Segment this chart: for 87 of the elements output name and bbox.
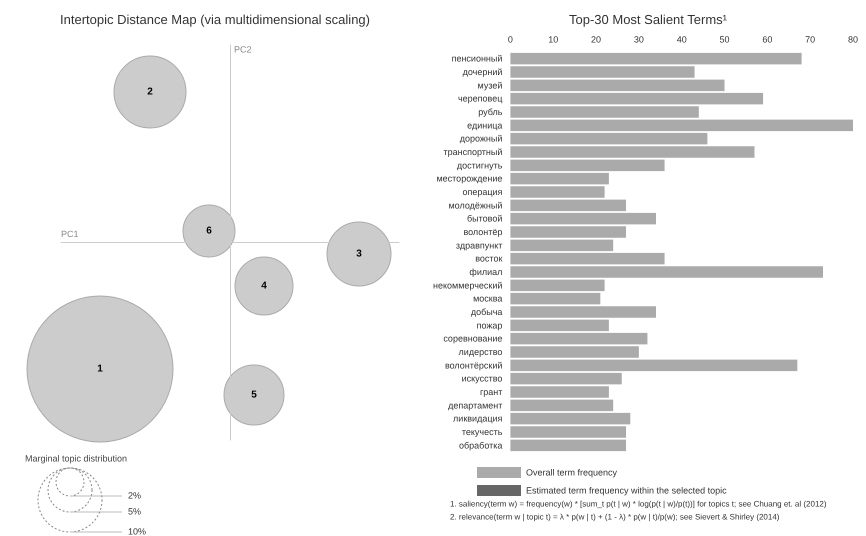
chart-title: Top-30 Most Salient Terms¹	[569, 12, 728, 27]
text: 1	[97, 364, 104, 374]
text: 5	[251, 390, 258, 400]
y-tick-label: филиал	[469, 267, 502, 277]
y-tick-label: грант	[480, 387, 502, 397]
bar	[510, 400, 614, 412]
y-tick-label: искусство	[462, 374, 502, 384]
y-tick-label: бытовой	[467, 214, 502, 224]
text: PC1	[61, 229, 79, 239]
text: 2	[147, 86, 154, 98]
text: 2%	[128, 490, 142, 500]
bar	[510, 92, 764, 104]
bar	[510, 226, 626, 238]
y-tick-label: череповец	[458, 94, 502, 104]
y-tick-label: москва	[473, 294, 502, 304]
x-tick-label: 50	[720, 34, 730, 44]
legend-label: Estimated term frequency within the selected topic	[526, 486, 728, 496]
bar	[510, 372, 622, 384]
x-tick-label: 70	[805, 34, 816, 44]
y-tick-label: дочерний	[462, 67, 502, 77]
bar	[510, 280, 605, 292]
text: Intertopic Distance Map (via multidimensional scaling)	[60, 12, 370, 27]
bar	[510, 120, 853, 132]
x-tick-label: 30	[634, 34, 644, 44]
x-tick-label: 60	[762, 34, 772, 44]
legend-title: Marginal topic distribution	[25, 454, 128, 464]
bar	[510, 186, 605, 198]
y-tick-label: департамент	[448, 400, 502, 410]
bar	[510, 172, 609, 184]
x-tick-label: 10	[548, 34, 558, 44]
y-tick-label: здравпункт	[456, 240, 502, 250]
bar	[510, 240, 614, 252]
bar	[510, 346, 639, 358]
y-tick-label: некоммерческий	[432, 280, 502, 290]
bar	[510, 292, 600, 304]
bar	[510, 66, 695, 78]
bar	[510, 306, 656, 318]
text: PC2	[234, 44, 252, 54]
y-tick-label: музей	[478, 80, 502, 90]
y-tick-label: лидерство	[458, 347, 502, 357]
x-tick-label: 80	[848, 34, 858, 44]
y-tick-label: пенсионный	[452, 54, 502, 64]
text: 2. relevance(term w | topic t) = λ * p(w | t) + (1 - λ) * p(w | t)/p(w); see Sievert & Shirley (2014)	[450, 512, 780, 522]
bar	[510, 252, 665, 264]
y-tick-label: пожар	[476, 320, 502, 330]
bar	[510, 52, 802, 64]
text: 1. saliency(term w) = frequency(w) * [sum_t p(t | w) * log(p(t | w)/p(t))] for topics t; see Chuang et. al (2012)	[450, 500, 827, 508]
x-tick-label: 40	[676, 34, 687, 44]
x-tick-label: 20	[591, 34, 602, 44]
y-tick-label: достигнуть	[456, 160, 503, 170]
text: 10%	[128, 526, 146, 536]
legend-label: Overall term frequency	[526, 468, 618, 478]
y-tick-label: единица	[467, 120, 502, 130]
y-tick-label: транспортный	[444, 147, 502, 157]
bar	[510, 360, 798, 372]
text: 4	[261, 280, 268, 292]
bar	[510, 440, 626, 452]
bar	[510, 80, 725, 92]
text: 3	[356, 248, 362, 260]
y-tick-label: восток	[475, 254, 502, 264]
y-tick-label: текучесть	[462, 427, 503, 437]
bar	[510, 320, 609, 332]
bar	[510, 386, 609, 398]
y-tick-label: волонтёрский	[444, 360, 502, 370]
bar	[510, 160, 665, 172]
y-tick-label: ликвидация	[453, 414, 503, 424]
text: 6	[206, 226, 212, 236]
bar	[510, 146, 754, 158]
bar	[510, 106, 699, 118]
bar	[510, 426, 626, 438]
y-tick-label: молодёжный	[448, 200, 502, 210]
bar	[510, 132, 708, 144]
bar	[510, 266, 824, 278]
bar	[510, 212, 656, 224]
y-tick-label: дорожный	[460, 134, 502, 144]
text: 5%	[128, 506, 142, 516]
bar	[510, 412, 630, 424]
bar	[510, 200, 626, 212]
y-tick-label: добыча	[470, 307, 502, 317]
y-tick-label: операция	[462, 187, 503, 197]
y-tick-label: рубль	[478, 107, 503, 117]
y-tick-label: соревнование	[443, 334, 502, 344]
y-tick-label: месторождение	[436, 174, 502, 184]
y-tick-label: обработка	[458, 440, 502, 450]
bar	[510, 332, 648, 344]
x-tick-label: 0	[508, 34, 513, 44]
y-tick-label: волонтёр	[463, 227, 502, 237]
